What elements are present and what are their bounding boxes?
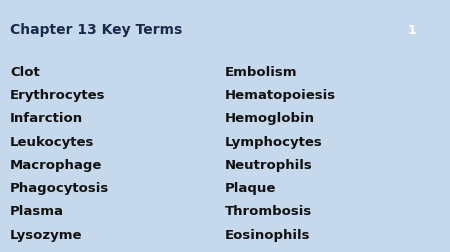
Text: Leukocytes: Leukocytes: [10, 135, 94, 148]
Text: Phagocytosis: Phagocytosis: [10, 181, 109, 194]
Text: Infarction: Infarction: [10, 112, 83, 125]
Text: Thrombosis: Thrombosis: [225, 205, 312, 217]
Text: Lymphocytes: Lymphocytes: [225, 135, 323, 148]
Text: Clot: Clot: [10, 66, 40, 78]
Text: Macrophage: Macrophage: [10, 158, 102, 171]
Text: Lysozyme: Lysozyme: [10, 228, 82, 241]
Text: Plaque: Plaque: [225, 181, 276, 194]
Text: Erythrocytes: Erythrocytes: [10, 89, 105, 102]
Text: Embolism: Embolism: [225, 66, 297, 78]
Text: 1: 1: [407, 24, 416, 37]
Text: Neutrophils: Neutrophils: [225, 158, 313, 171]
Text: Hematopoiesis: Hematopoiesis: [225, 89, 336, 102]
Text: Hemoglobin: Hemoglobin: [225, 112, 315, 125]
Text: Chapter 13 Key Terms: Chapter 13 Key Terms: [10, 23, 182, 37]
Text: Eosinophils: Eosinophils: [225, 228, 310, 241]
Text: Plasma: Plasma: [10, 205, 64, 217]
